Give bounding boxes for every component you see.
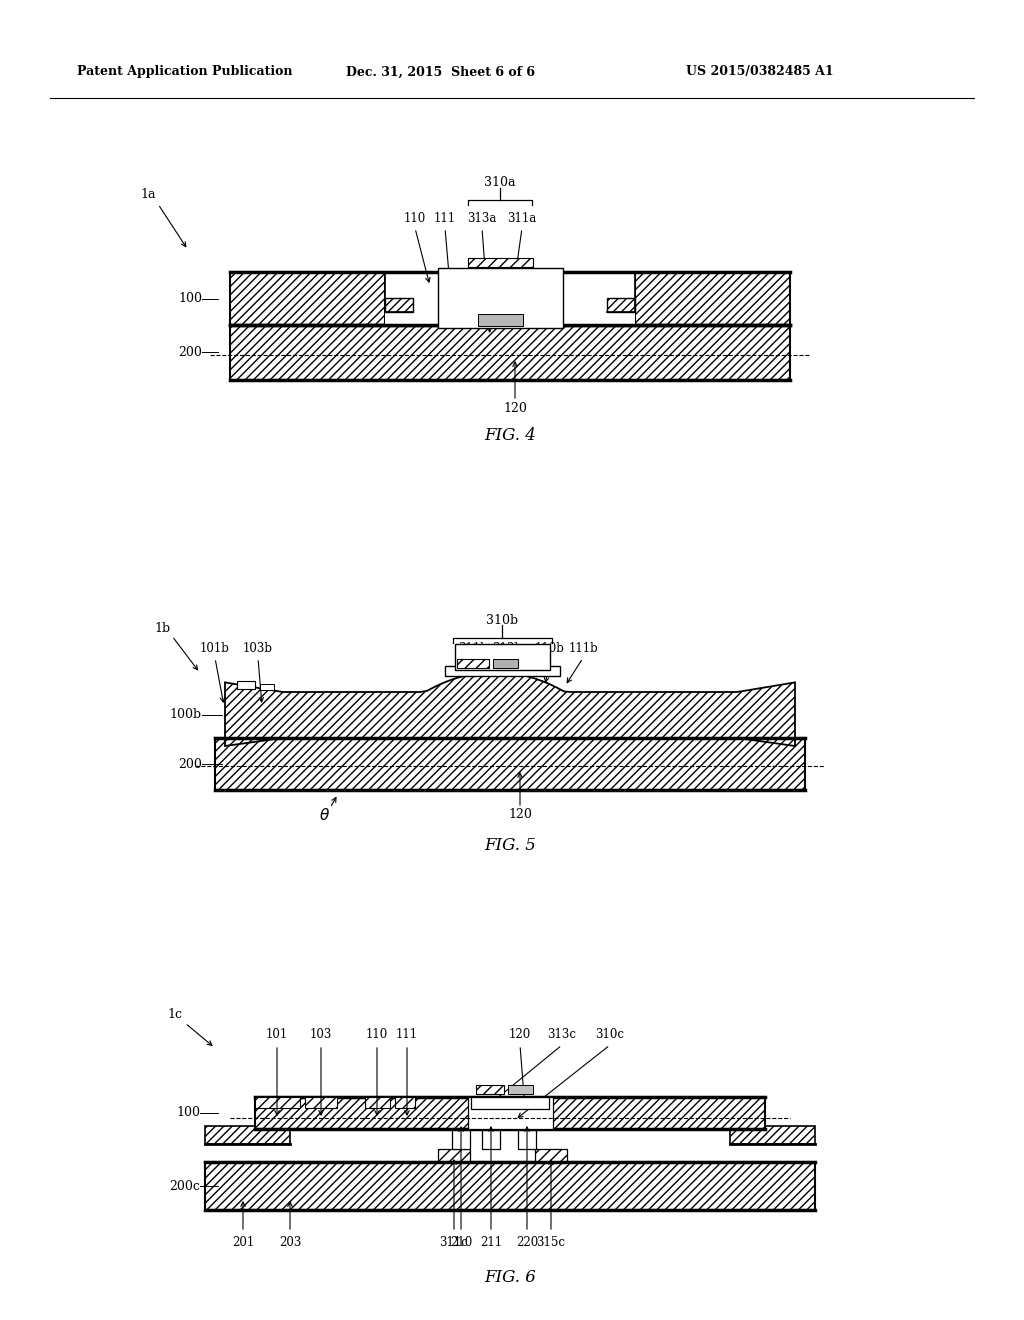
Bar: [205, 1126, 290, 1144]
Text: 100b: 100b: [170, 709, 202, 722]
Bar: [438, 268, 563, 327]
Text: 101: 101: [266, 1028, 288, 1041]
Bar: [305, 1097, 337, 1107]
Text: 315c: 315c: [537, 1236, 565, 1249]
Text: 313c: 313c: [548, 1028, 577, 1041]
Bar: [471, 1097, 549, 1109]
Bar: [468, 257, 534, 267]
Text: 111b: 111b: [568, 642, 598, 655]
Text: $\theta$: $\theta$: [319, 807, 331, 822]
Bar: [385, 298, 413, 312]
Bar: [395, 1097, 415, 1107]
Bar: [230, 325, 790, 380]
Text: 310c: 310c: [596, 1028, 625, 1041]
Bar: [476, 1085, 504, 1094]
Bar: [518, 1129, 536, 1148]
Text: 313b: 313b: [492, 642, 522, 655]
Text: 201: 201: [231, 1236, 254, 1249]
Text: 220: 220: [516, 1236, 539, 1249]
Bar: [215, 738, 805, 789]
Bar: [445, 667, 560, 676]
Text: US 2015/0382485 A1: US 2015/0382485 A1: [686, 66, 834, 78]
Bar: [455, 644, 550, 671]
Text: Dec. 31, 2015  Sheet 6 of 6: Dec. 31, 2015 Sheet 6 of 6: [345, 66, 535, 78]
Text: 311b: 311b: [458, 642, 488, 655]
Text: 101b: 101b: [200, 642, 230, 655]
Bar: [482, 1129, 500, 1148]
Bar: [457, 659, 489, 668]
Text: 111: 111: [396, 1028, 418, 1041]
Text: 210: 210: [450, 1236, 472, 1249]
Bar: [260, 684, 274, 690]
Text: 120: 120: [503, 401, 527, 414]
Bar: [468, 1097, 553, 1125]
Text: 110: 110: [403, 211, 426, 224]
Text: 100: 100: [178, 293, 202, 305]
Bar: [385, 272, 635, 325]
Text: 1b: 1b: [154, 622, 170, 635]
Text: 311c: 311c: [439, 1236, 468, 1249]
Text: FIG. 4: FIG. 4: [484, 426, 536, 444]
Bar: [535, 1148, 567, 1162]
Bar: [438, 1148, 470, 1162]
Text: 120: 120: [509, 1028, 531, 1041]
Text: 313a: 313a: [467, 211, 497, 224]
Text: 200: 200: [178, 346, 202, 359]
Text: 100: 100: [176, 1106, 200, 1119]
Text: FIG. 5: FIG. 5: [484, 837, 536, 854]
Bar: [508, 1085, 534, 1094]
Text: 103: 103: [310, 1028, 332, 1041]
Text: 203: 203: [279, 1236, 301, 1249]
Text: 200: 200: [178, 758, 202, 771]
Text: 103b: 103b: [243, 642, 273, 655]
Text: 311a: 311a: [507, 211, 537, 224]
Polygon shape: [225, 672, 795, 746]
Text: 200c: 200c: [169, 1180, 200, 1192]
Text: 111: 111: [434, 211, 456, 224]
Text: 310b: 310b: [486, 614, 518, 627]
Text: 120: 120: [508, 808, 531, 821]
Bar: [205, 1162, 815, 1210]
Text: FIG. 6: FIG. 6: [484, 1270, 536, 1287]
Bar: [635, 272, 790, 325]
Bar: [452, 1129, 470, 1148]
Bar: [730, 1126, 815, 1144]
Text: Patent Application Publication: Patent Application Publication: [77, 66, 293, 78]
Bar: [607, 298, 635, 312]
Bar: [478, 314, 523, 326]
Text: 1a: 1a: [140, 189, 156, 202]
Bar: [468, 1097, 553, 1129]
Bar: [230, 272, 385, 325]
Bar: [237, 681, 255, 689]
Bar: [365, 1097, 390, 1107]
Text: 110: 110: [366, 1028, 388, 1041]
Text: 1c: 1c: [168, 1008, 182, 1022]
Text: 310a: 310a: [484, 176, 516, 189]
Text: 110b: 110b: [536, 642, 565, 655]
Bar: [493, 659, 518, 668]
Bar: [255, 1097, 300, 1107]
Bar: [255, 1097, 765, 1129]
Text: 211: 211: [480, 1236, 502, 1249]
